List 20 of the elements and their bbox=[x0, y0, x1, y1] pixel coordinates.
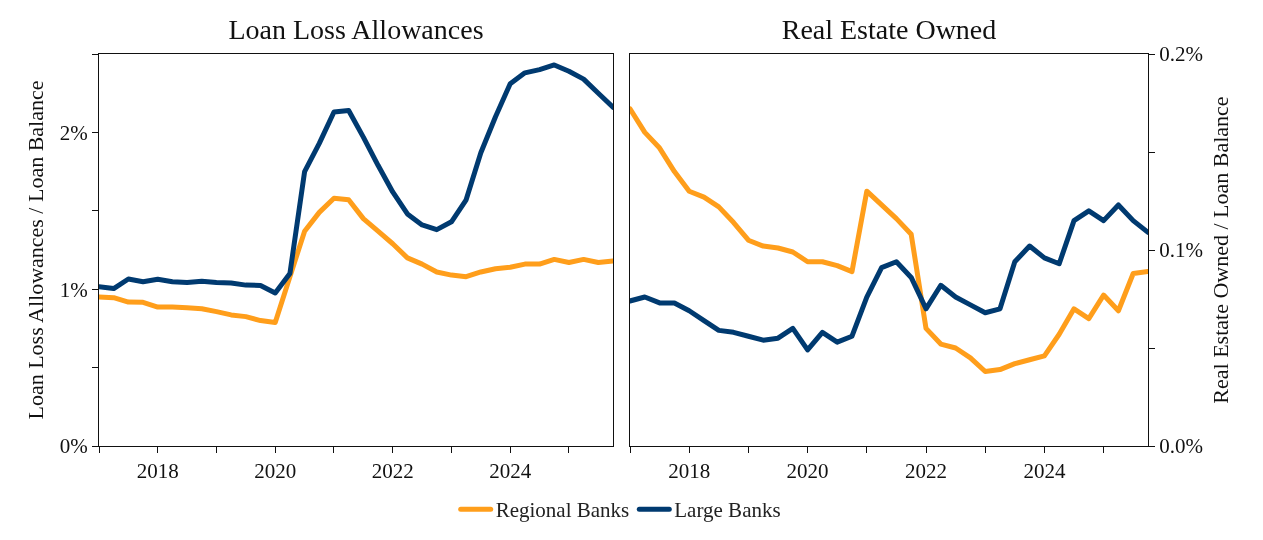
x-tick-label: 2024 bbox=[489, 459, 532, 484]
legend-label: Regional Banks bbox=[495, 498, 630, 523]
chart-title: Loan Loss Allowances bbox=[228, 13, 484, 45]
y-axis-title: Real Estate Owned / Loan Balance bbox=[1207, 96, 1233, 404]
x-tick-label: 2022 bbox=[905, 459, 947, 484]
y-tick-label: 2% bbox=[59, 120, 88, 145]
y-axis-title: Loan Loss Allowances / Loan Balance bbox=[22, 80, 48, 420]
y-tick-label: 0% bbox=[59, 434, 88, 459]
y-tick-label: 0.0% bbox=[1159, 434, 1203, 459]
x-tick-label: 2022 bbox=[371, 459, 414, 484]
legend-label: Large Banks bbox=[674, 498, 781, 523]
x-tick-label: 2024 bbox=[1023, 459, 1066, 484]
x-tick-label: 2020 bbox=[254, 459, 297, 484]
y-tick-label: 1% bbox=[59, 277, 88, 302]
chart-title: Real Estate Owned bbox=[781, 13, 997, 45]
y-tick-label: 0.1% bbox=[1159, 238, 1203, 263]
x-tick-label: 2018 bbox=[668, 459, 711, 484]
y-tick-label: 0.2% bbox=[1159, 42, 1203, 67]
x-tick-label: 2018 bbox=[136, 459, 179, 484]
x-tick-label: 2020 bbox=[786, 459, 829, 484]
